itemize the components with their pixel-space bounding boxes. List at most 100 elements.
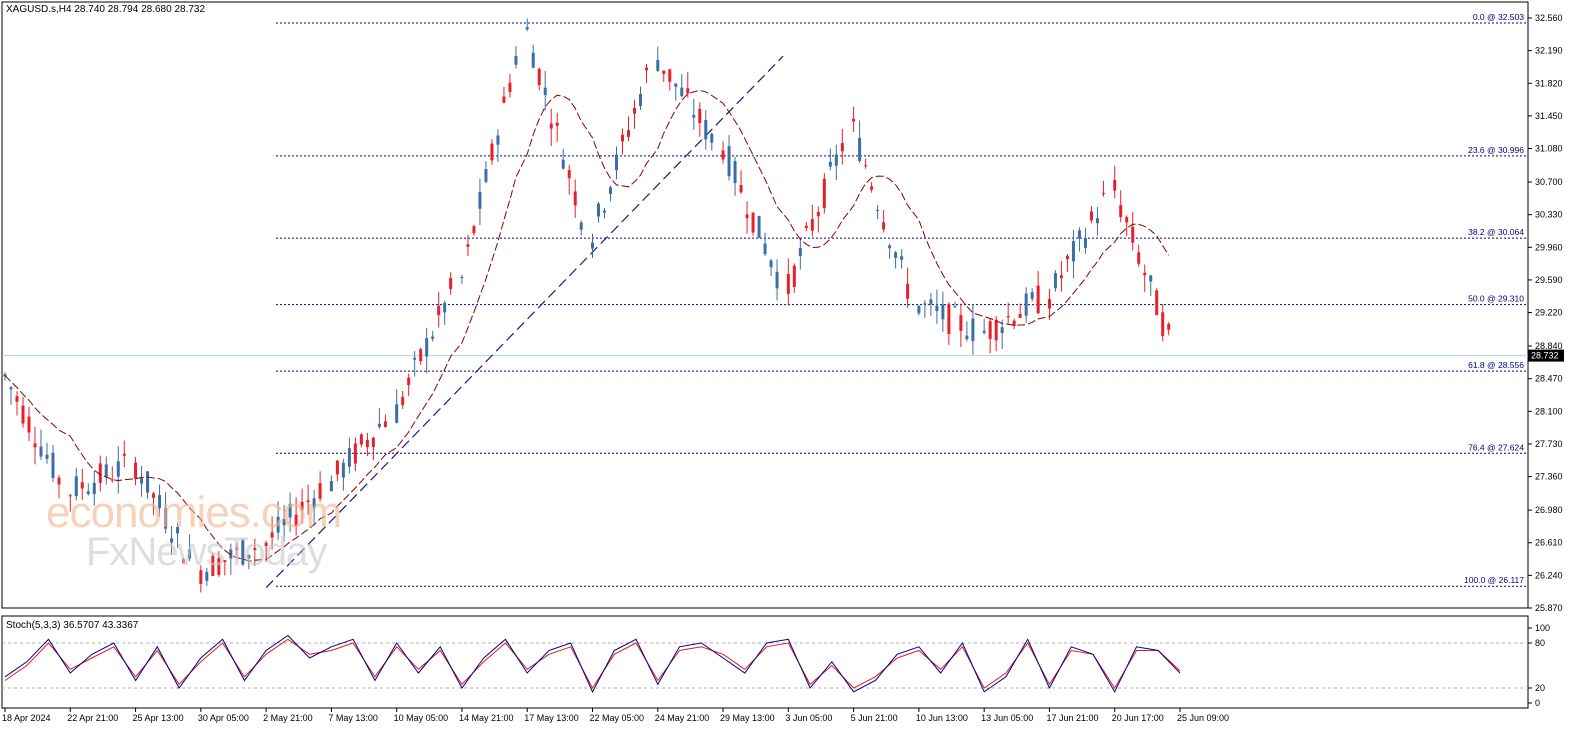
stoch-main-line (4, 634, 1181, 693)
stoch-indicator-label: Stoch(5,3,3) 36.5707 43.3367 (6, 620, 139, 631)
candle-body (1006, 316, 1010, 318)
y-tick-label: 27.730 (1535, 439, 1563, 449)
x-tick-label: 14 May 21:00 (459, 713, 514, 723)
candle-body (686, 88, 690, 94)
y-tick-label: 31.450 (1535, 111, 1563, 121)
candle-body (472, 226, 476, 234)
candle-body (739, 184, 743, 193)
x-tick-label: 24 May 21:00 (655, 713, 710, 723)
x-tick-label: 20 Jun 17:00 (1112, 713, 1164, 723)
y-tick-label: 28.100 (1535, 406, 1563, 416)
fib-level-label: 38.2 @ 30.064 (1468, 227, 1524, 237)
candle-body (478, 191, 482, 209)
stoch-y-tick-label: 100 (1535, 623, 1550, 633)
x-tick-label: 10 May 05:00 (394, 713, 449, 723)
x-tick-label: 17 Jun 21:00 (1046, 713, 1098, 723)
candle-body (621, 134, 624, 142)
x-tick-label: 2 May 21:00 (263, 713, 313, 723)
candle-body (894, 252, 898, 258)
candle-body (425, 338, 429, 357)
candle-body (567, 170, 571, 179)
y-tick-label: 31.080 (1535, 144, 1563, 154)
candle-body (437, 305, 441, 316)
candle-body (205, 571, 209, 581)
y-tick-label: 26.240 (1535, 570, 1563, 580)
candle-body (104, 464, 108, 477)
candle-body (757, 216, 761, 238)
candle-body (906, 283, 910, 299)
candle-body (1024, 293, 1028, 316)
candle-body (294, 514, 298, 526)
candle-body (609, 187, 612, 194)
candle-body (579, 222, 583, 230)
candle-body (247, 554, 251, 559)
candle-body (656, 60, 660, 71)
candle-body (514, 56, 518, 65)
candle-body (502, 96, 506, 103)
x-tick-label: 29 May 13:00 (720, 713, 775, 723)
trendline (265, 55, 784, 589)
candle-body (733, 161, 737, 183)
candle-body (573, 191, 577, 206)
candle-body (449, 278, 453, 289)
candle-body (852, 118, 856, 122)
candle-body (431, 336, 435, 339)
candle-body (74, 476, 78, 497)
x-tick-label: 5 Jun 21:00 (851, 713, 898, 723)
candle-body (134, 462, 138, 479)
candle-body (994, 319, 998, 341)
x-tick-label: 13 Jun 05:00 (981, 713, 1033, 723)
candle-body (988, 321, 992, 339)
candle-body (217, 558, 221, 575)
candle-body (1071, 241, 1075, 262)
candle-body (1161, 312, 1165, 337)
candle-body (792, 265, 796, 287)
candle-body (383, 421, 387, 427)
candle-body (674, 83, 678, 87)
candle-body (751, 212, 755, 233)
candle-body (982, 330, 986, 333)
candles-group (3, 18, 1171, 593)
candle-body (710, 133, 714, 143)
candle-body (633, 107, 636, 114)
x-tick-label: 22 May 05:00 (590, 713, 645, 723)
candle-body (645, 67, 648, 71)
fib-level-label: 100.0 @ 26.117 (1464, 575, 1524, 585)
candle-body (443, 302, 447, 313)
candle-body (1083, 237, 1087, 248)
fib-level-label: 61.8 @ 28.556 (1468, 360, 1524, 370)
candle-body (27, 416, 31, 433)
candle-body (858, 137, 862, 161)
candle-body (312, 498, 316, 509)
stoch-signal-line (4, 638, 1181, 689)
candle-body (537, 68, 541, 86)
candle-body (953, 306, 957, 308)
candle-body (798, 248, 802, 256)
candle-body (152, 493, 156, 498)
candle-body (769, 260, 773, 268)
candle-body (971, 318, 975, 342)
candle-body (318, 483, 322, 499)
candle-body (1065, 255, 1069, 259)
candle-body (98, 463, 102, 483)
candle-body (870, 186, 874, 190)
x-tick-label: 25 Apr 13:00 (133, 713, 184, 723)
candle-body (33, 443, 37, 448)
candle-body (188, 549, 192, 559)
watermark-fxnewstoday: FxNewsToday (86, 530, 327, 574)
x-tick-label: 7 May 13:00 (328, 713, 378, 723)
candle-body (223, 560, 227, 563)
candle-body (745, 214, 749, 219)
candle-body (704, 119, 708, 140)
candle-body (834, 154, 838, 166)
candle-body (876, 209, 880, 211)
candle-body (1030, 292, 1034, 299)
candle-body (1143, 272, 1147, 276)
candle-body (941, 304, 945, 320)
candle-body (775, 271, 779, 289)
fib-level-label: 0.0 @ 32.503 (1473, 12, 1524, 22)
candle-body (603, 210, 606, 213)
candle-body (395, 404, 399, 423)
